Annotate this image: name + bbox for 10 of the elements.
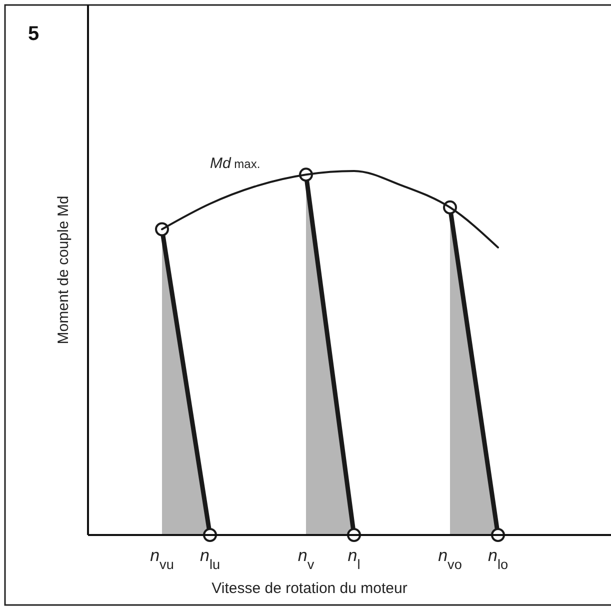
y-axis-title: Moment de couple Md: [55, 196, 72, 344]
x-axis-title: Vitesse de rotation du moteur: [212, 580, 408, 597]
x-tick-label: n$_{v}$: [298, 546, 314, 572]
series-label: Md max.: [210, 154, 260, 172]
x-tick-label: n$_{lo}$: [488, 546, 508, 572]
text: 5: [28, 23, 40, 45]
x-tick-label: n$_{vo}$: [438, 546, 462, 572]
x-tick-label: n$_{l}$: [348, 546, 360, 572]
x-tick-label: n$_{lu}$: [200, 546, 220, 572]
x-tick-label: n$_{vu}$: [150, 546, 174, 572]
